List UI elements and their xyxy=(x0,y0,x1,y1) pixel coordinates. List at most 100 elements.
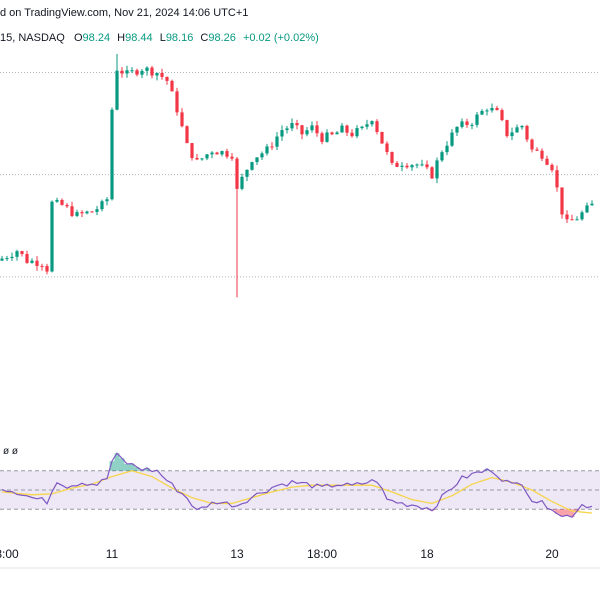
candle-body xyxy=(490,107,494,111)
candle-body xyxy=(560,187,564,215)
time-tick-label: 13 xyxy=(230,547,244,561)
candle-body xyxy=(355,128,359,137)
time-tick-label: 20 xyxy=(545,547,559,561)
candle-body xyxy=(550,164,554,171)
candle-body xyxy=(555,170,559,188)
candle-body xyxy=(335,132,339,135)
candle-body xyxy=(200,158,204,160)
low-value: 98.16 xyxy=(165,32,194,44)
candle-body xyxy=(465,121,469,126)
candle-body xyxy=(205,154,209,159)
candle-body xyxy=(135,70,139,75)
candle-body xyxy=(390,152,394,163)
candle-body xyxy=(340,125,344,133)
candle-body xyxy=(5,258,9,260)
candle-body xyxy=(95,209,99,212)
candle-body xyxy=(470,124,474,126)
candle-body xyxy=(105,199,109,202)
candle-body xyxy=(115,70,119,110)
candle-body xyxy=(450,132,454,146)
candle-body xyxy=(310,125,314,131)
candle-body xyxy=(35,260,39,266)
candle-body xyxy=(60,199,64,205)
candle-body xyxy=(370,121,374,125)
candle-body xyxy=(65,204,69,207)
candle-body xyxy=(145,67,149,71)
candle-body xyxy=(320,133,324,142)
candle-body xyxy=(510,132,514,137)
candle-body xyxy=(380,131,384,144)
candle-body xyxy=(70,206,74,216)
time-tick-label: 18 xyxy=(420,547,434,561)
candle-body xyxy=(45,265,49,272)
candle-body xyxy=(435,160,439,179)
high-value: 98.44 xyxy=(125,32,153,44)
candle-body xyxy=(365,124,369,127)
candle-body xyxy=(485,110,489,112)
candle-body xyxy=(210,152,214,155)
candle-body xyxy=(75,212,79,216)
candle-body xyxy=(125,70,129,74)
candle-body xyxy=(290,123,294,129)
candle-body xyxy=(280,130,284,137)
candle-body xyxy=(225,151,229,157)
candle-body xyxy=(220,151,224,155)
candle-body xyxy=(325,132,329,142)
candle-body xyxy=(415,164,419,166)
candle-body xyxy=(350,132,354,137)
candle-body xyxy=(430,167,434,179)
interval-exchange: 15, NASDAQ xyxy=(0,32,65,44)
candle-body xyxy=(525,125,529,140)
rsi-overbought-fill xyxy=(109,453,490,471)
open-label: O xyxy=(73,32,83,44)
candle-body xyxy=(570,219,574,221)
candle-body xyxy=(285,128,289,131)
candle-body xyxy=(245,169,249,177)
candle-body xyxy=(425,164,429,168)
time-tick-label: 18:00 xyxy=(307,547,337,561)
candle-body xyxy=(85,211,89,214)
candle-body xyxy=(50,201,54,272)
close-label: C xyxy=(200,32,209,44)
candle-body xyxy=(110,109,114,200)
candle-body xyxy=(445,145,449,153)
candle-body xyxy=(25,254,29,263)
candle-body xyxy=(170,80,174,92)
candle-body xyxy=(460,121,464,127)
candle-body xyxy=(270,146,274,148)
close-value: 98.26 xyxy=(208,32,236,44)
candle-body xyxy=(40,265,44,267)
candle-body xyxy=(150,67,154,76)
candle-body xyxy=(180,112,184,127)
ohlc-legend: 15, NASDAQ O98.24 H98.44 L98.16 C98.26 +… xyxy=(0,32,323,44)
candle-body xyxy=(30,260,34,263)
candle-body xyxy=(160,72,164,77)
candle-body xyxy=(130,70,134,72)
candle-body xyxy=(475,114,479,125)
candle-body xyxy=(90,211,94,213)
open-value: 98.24 xyxy=(82,32,111,44)
candle-body xyxy=(275,136,279,147)
candle-body xyxy=(585,205,589,213)
candle-body xyxy=(265,146,269,154)
candle-body xyxy=(100,201,104,210)
published-text: d on TradingView.com, Nov 21, 2024 14:06… xyxy=(0,7,249,19)
candle-body xyxy=(55,199,59,202)
candle-body xyxy=(215,152,219,155)
candle-body xyxy=(300,125,304,135)
candle-body xyxy=(455,126,459,133)
candle-body xyxy=(400,165,404,167)
candle-body xyxy=(185,126,189,144)
change-value: +0.02 (+0.02%) xyxy=(242,32,319,44)
candle-body xyxy=(375,121,379,132)
candle-body xyxy=(420,164,424,166)
candle-body xyxy=(505,120,509,137)
candle-body xyxy=(405,165,409,168)
high-label: H xyxy=(117,32,126,44)
candle-body xyxy=(480,110,484,115)
candle-body xyxy=(330,132,334,135)
candle-body xyxy=(0,258,4,261)
candle-body xyxy=(155,72,159,76)
